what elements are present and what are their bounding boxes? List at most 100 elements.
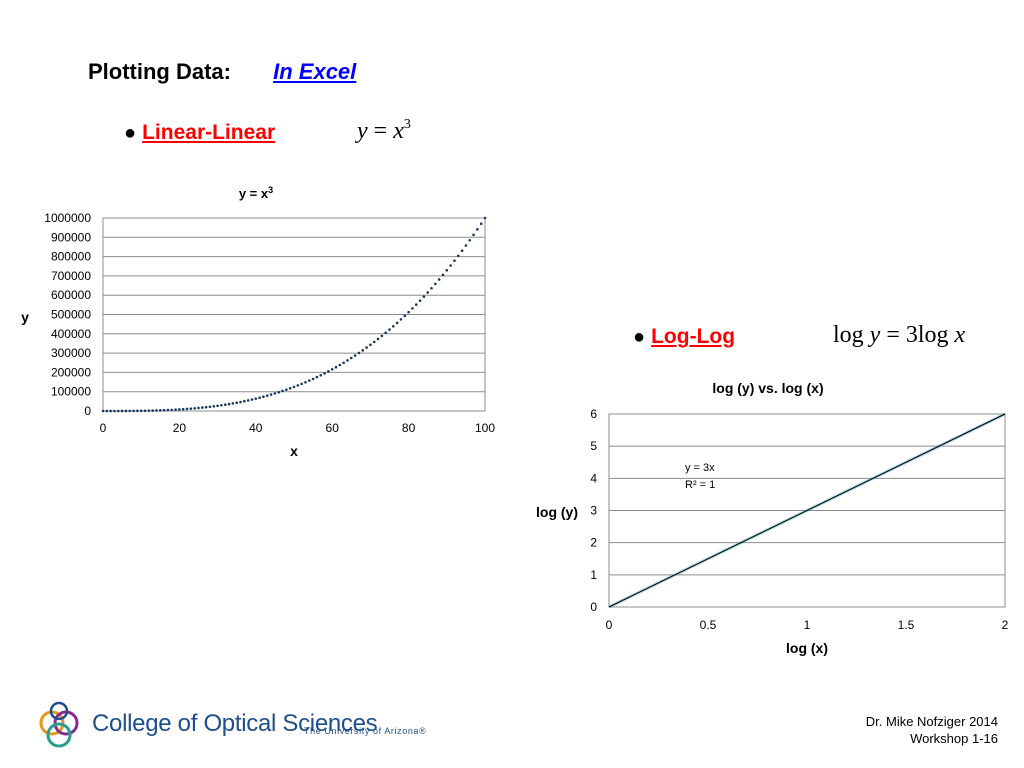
y-tick-label: 300000 <box>51 346 91 360</box>
y-tick-label: 0 <box>590 600 597 614</box>
data-point <box>208 405 212 409</box>
data-point <box>384 331 387 335</box>
data-point <box>414 303 418 306</box>
loglog-chart-title: log (y) vs. log (x) <box>712 380 823 396</box>
data-point <box>113 409 116 413</box>
y-tick-label: 2 <box>590 536 597 550</box>
data-point <box>460 249 464 252</box>
data-point <box>468 238 472 242</box>
data-point <box>338 363 342 367</box>
data-point <box>159 409 162 412</box>
footer-info: Dr. Mike Nofziger 2014 Workshop 1-16 <box>866 713 998 747</box>
data-point <box>430 286 433 290</box>
footer-slide-number: Workshop 1-16 <box>910 731 998 746</box>
data-point <box>407 310 410 314</box>
data-point <box>472 233 475 237</box>
y-tick-label: 500000 <box>51 308 91 322</box>
data-point <box>476 228 479 231</box>
data-point <box>139 409 143 413</box>
x-tick-label: 60 <box>326 421 340 435</box>
in-excel-link[interactable]: In Excel <box>273 59 357 84</box>
data-point <box>132 409 135 413</box>
data-point <box>399 318 403 321</box>
data-point <box>411 307 414 310</box>
data-point <box>204 405 208 409</box>
bullet-icon: ● <box>633 326 646 348</box>
data-point <box>403 314 407 318</box>
data-point <box>124 409 128 413</box>
data-point <box>342 361 345 365</box>
data-point <box>357 351 361 355</box>
equation-exponent: 3 <box>403 117 411 132</box>
y-tick-label: 700000 <box>51 269 91 283</box>
data-point <box>422 295 426 298</box>
data-point <box>388 328 391 331</box>
data-point <box>441 273 445 277</box>
data-point <box>315 375 319 379</box>
data-point <box>185 407 189 411</box>
data-point <box>101 409 105 413</box>
data-point <box>178 408 181 411</box>
trendline-r2: R² = 1 <box>685 479 715 491</box>
logo-text: College of Optical Sciences <box>92 710 378 737</box>
linear-chart-xlabel: x <box>290 443 298 459</box>
data-point <box>189 407 193 410</box>
data-point <box>296 384 300 387</box>
data-point <box>250 398 254 401</box>
linear-chart-title: y = x3 <box>239 185 273 201</box>
data-point <box>330 368 334 371</box>
college-logo-icon <box>39 701 79 748</box>
y-tick-label: 800000 <box>51 250 91 264</box>
slide-title: Plotting Data: In Excel <box>88 59 356 85</box>
data-point <box>216 404 219 408</box>
data-point <box>300 382 303 386</box>
data-point <box>162 408 166 412</box>
loglog-chart-ylabel: log (y) <box>536 504 578 520</box>
data-point <box>227 402 231 406</box>
data-point <box>350 356 353 360</box>
data-point <box>258 396 261 399</box>
data-point <box>239 400 242 404</box>
data-point <box>319 373 323 377</box>
y-tick-label: 900000 <box>51 230 91 244</box>
data-point <box>166 408 170 412</box>
data-point <box>223 403 227 406</box>
data-point <box>392 324 395 328</box>
data-point <box>151 409 154 412</box>
data-point <box>365 346 368 349</box>
data-point <box>464 244 468 247</box>
data-point <box>311 377 315 381</box>
y-tick-label: 6 <box>590 407 597 421</box>
x-tick-label: 80 <box>402 421 416 435</box>
slide-title-text: Plotting Data: <box>88 59 231 84</box>
data-point <box>193 407 196 410</box>
linear-chart: y = x3 0 100000 200000 300000 400000 500000 60… <box>21 185 495 459</box>
data-point <box>170 408 174 412</box>
equation-equals: = <box>886 322 900 348</box>
data-point <box>181 407 185 411</box>
x-tick-label: 100 <box>475 421 495 435</box>
x-tick-label: 0 <box>100 421 107 435</box>
footer-author: Dr. Mike Nofziger 2014 <box>865 714 998 729</box>
plot-border <box>102 217 486 412</box>
data-point <box>235 401 238 405</box>
data-point <box>128 409 132 413</box>
trendline <box>608 413 1006 608</box>
data-point <box>197 406 200 410</box>
logo-subtitle: The University of Arizona® <box>304 726 427 736</box>
y-tick-label: 1000000 <box>44 211 91 225</box>
data-point <box>353 354 357 357</box>
y-tick-label: 600000 <box>51 288 91 302</box>
loglog-chart-xlabel: log (x) <box>786 640 828 656</box>
y-tick-label: 400000 <box>51 327 91 341</box>
x-tick-label: 2 <box>1002 618 1009 632</box>
data-point <box>372 340 376 344</box>
data-point <box>307 379 311 382</box>
y-tick-label: 0 <box>84 404 91 418</box>
data-point <box>449 264 452 267</box>
y-tick-label: 100000 <box>51 385 91 399</box>
linear-chart-ylabel: y <box>21 309 29 325</box>
log-log-bullet: ● Log-Log <box>633 325 735 349</box>
data-point <box>116 409 120 413</box>
x-tick-label: 1 <box>804 618 811 632</box>
